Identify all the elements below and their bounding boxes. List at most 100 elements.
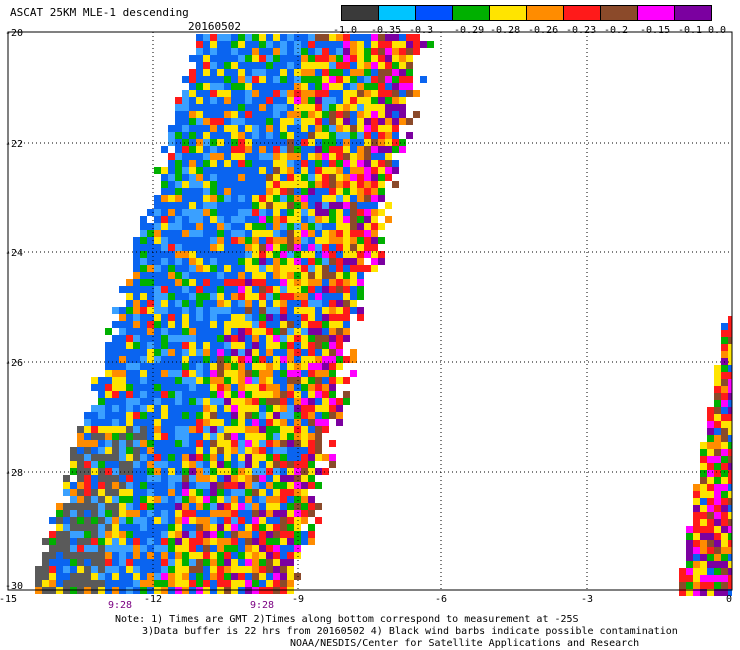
swath-cell: [84, 524, 91, 531]
swath-cell: [266, 496, 273, 503]
swath-cell: [105, 524, 112, 531]
swath-cell: [280, 62, 287, 69]
swath-cell: [245, 531, 252, 538]
swath-cell: [273, 573, 280, 580]
swath-cell: [84, 538, 91, 545]
swath-cell: [238, 447, 245, 454]
swath-cell: [364, 167, 371, 174]
swath-cell: [308, 454, 315, 461]
swath-cell: [140, 342, 147, 349]
swath-cell: [357, 125, 364, 132]
swath-cell: [308, 356, 315, 363]
swath-cell: [252, 265, 259, 272]
swath-cell: [721, 456, 728, 463]
swath-cell: [98, 482, 105, 489]
swath-cell: [203, 307, 210, 314]
swath-cell: [252, 209, 259, 216]
swath-cell: [406, 118, 413, 125]
swath-cell: [266, 349, 273, 356]
swath-cell: [252, 300, 259, 307]
swath-cell: [224, 293, 231, 300]
swath-cell: [252, 125, 259, 132]
swath-cell: [224, 440, 231, 447]
swath-cell: [224, 230, 231, 237]
swath-cell: [49, 531, 56, 538]
swath-cell: [175, 97, 182, 104]
swath-cell: [175, 398, 182, 405]
swath-cell: [189, 104, 196, 111]
swath-cell: [714, 365, 721, 372]
swath-cell: [182, 195, 189, 202]
swath-cell: [182, 300, 189, 307]
swath-cell: [119, 307, 126, 314]
swath-cell: [238, 34, 245, 41]
swath-cell: [126, 370, 133, 377]
swath-cell: [308, 265, 315, 272]
swath-cell: [287, 454, 294, 461]
swath-cell: [98, 384, 105, 391]
swath-cell: [126, 335, 133, 342]
swath-cell: [231, 489, 238, 496]
swath-cell: [343, 300, 350, 307]
swath-cell: [56, 538, 63, 545]
swath-cell: [287, 300, 294, 307]
swath-cell: [147, 356, 154, 363]
swath-cell: [175, 454, 182, 461]
swath-cell: [392, 97, 399, 104]
swath-cell: [210, 48, 217, 55]
swath-cell: [322, 90, 329, 97]
swath-cell: [154, 223, 161, 230]
swath-cell: [231, 90, 238, 97]
swath-cell: [315, 433, 322, 440]
swath-cell: [231, 83, 238, 90]
swath-cell: [378, 118, 385, 125]
swath-cell: [154, 517, 161, 524]
swath-cell: [357, 41, 364, 48]
swath-cell: [315, 97, 322, 104]
swath-cell: [336, 335, 343, 342]
swath-cell: [119, 419, 126, 426]
swath-cell: [301, 349, 308, 356]
swath-cell: [231, 195, 238, 202]
swath-cell: [252, 461, 259, 468]
swath-cell: [315, 300, 322, 307]
swath-cell: [231, 384, 238, 391]
swath-cell: [280, 258, 287, 265]
swath-cell: [126, 342, 133, 349]
swath-cell: [287, 328, 294, 335]
swath-cell: [245, 475, 252, 482]
swath-cell: [252, 517, 259, 524]
swath-cell: [203, 573, 210, 580]
swath-cell: [371, 104, 378, 111]
swath-cell: [119, 524, 126, 531]
swath-cell: [175, 153, 182, 160]
swath-cell: [140, 377, 147, 384]
swath-cell: [693, 512, 700, 519]
swath-cell: [259, 69, 266, 76]
swath-cell: [210, 552, 217, 559]
swath-cell: [217, 384, 224, 391]
swath-cell: [112, 363, 119, 370]
swath-cell: [308, 132, 315, 139]
swath-cell: [77, 433, 84, 440]
swath-cell: [343, 293, 350, 300]
swath-cell: [231, 426, 238, 433]
swath-cell: [238, 41, 245, 48]
swath-cell: [707, 526, 714, 533]
swath-cell: [315, 174, 322, 181]
swath-cell: [280, 468, 287, 475]
swath-cell: [392, 83, 399, 90]
swath-cell: [140, 405, 147, 412]
swath-cell: [252, 524, 259, 531]
swath-cell: [350, 244, 357, 251]
swath-cell: [280, 69, 287, 76]
swath-cell: [49, 580, 56, 587]
swath-cell: [385, 55, 392, 62]
swath-cell: [287, 510, 294, 517]
swath-cell: [315, 167, 322, 174]
swath-cell: [245, 83, 252, 90]
swath-cell: [217, 405, 224, 412]
swath-cell: [168, 405, 175, 412]
swath-cell: [259, 76, 266, 83]
swath-cell: [329, 83, 336, 90]
